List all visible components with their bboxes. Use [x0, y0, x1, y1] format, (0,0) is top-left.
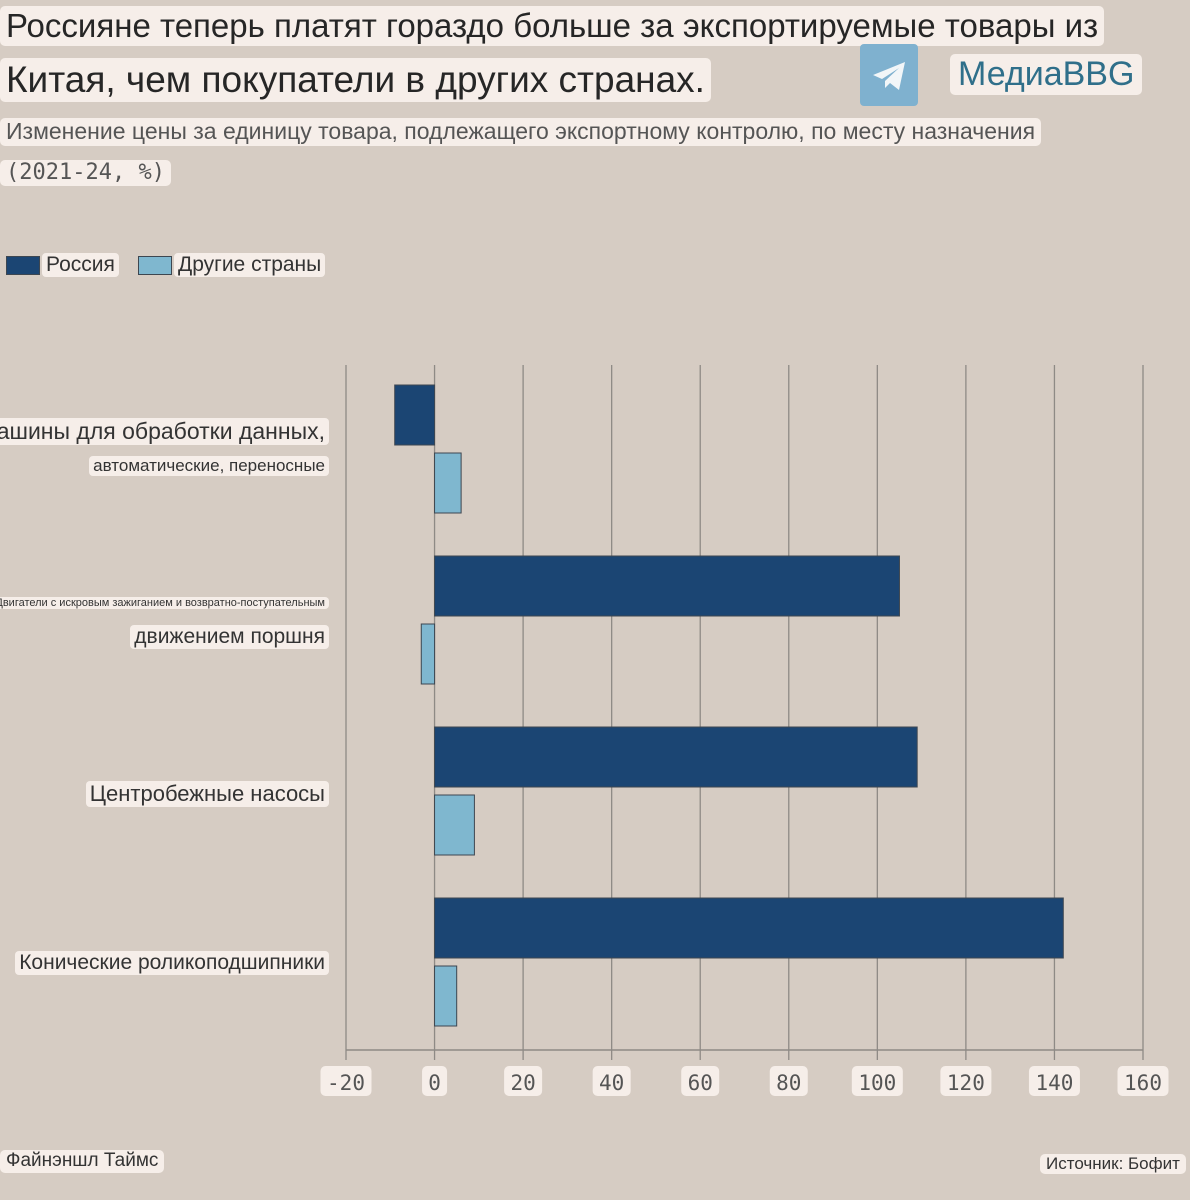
x-tick-label-bg — [1117, 1066, 1169, 1096]
bar-others-3 — [434, 965, 458, 1027]
bar-others-1 — [420, 623, 436, 685]
x-tick-label-bg — [320, 1066, 372, 1096]
bar-russia-3 — [434, 897, 1064, 959]
source-right: Источник: Бофит — [1040, 1154, 1186, 1175]
x-tick-label-bg — [1028, 1066, 1080, 1096]
telegram-icon — [860, 44, 918, 106]
x-tick-label: 20 — [510, 1071, 535, 1095]
chart-subtitle: Изменение цены за единицу товара, подлеж… — [0, 118, 1042, 146]
x-axis: -20 0 20 40 60 80 100 120 140 160 — [320, 1049, 1169, 1096]
chart-title-line-2: Китая, чем покупатели в других странах. — [0, 58, 711, 103]
x-tick-label: 80 — [776, 1071, 801, 1095]
bar-russia-2 — [434, 726, 918, 788]
x-tick-label: 160 — [1124, 1071, 1162, 1095]
legend-item-russia: Россия — [6, 250, 119, 280]
category-label-3-0: Конические роликоподшипники — [15, 951, 329, 975]
chart-bars — [394, 384, 1064, 1027]
legend-item-others: Другие страны — [138, 250, 326, 280]
x-tick-label-bg — [681, 1066, 720, 1096]
category-label-2-0: Центробежные насосы — [85, 781, 329, 807]
legend-swatch-russia — [6, 255, 40, 275]
bar-others-2 — [434, 794, 475, 856]
x-tick-label: 0 — [428, 1071, 441, 1095]
source-left: Файнэншл Таймс — [0, 1150, 165, 1173]
bar-russia-1 — [434, 555, 900, 617]
x-tick-label: 140 — [1035, 1071, 1073, 1095]
x-tick-label-bg — [769, 1066, 808, 1096]
category-label-1-0: Двигатели с искровым зажиганием и возвра… — [0, 597, 329, 609]
chart-title-line-1: Россияне теперь платят гораздо больше за… — [0, 6, 1105, 46]
x-tick-label: 120 — [947, 1071, 985, 1095]
x-tick-label: 100 — [858, 1071, 896, 1095]
x-tick-label-bg — [592, 1066, 631, 1096]
x-tick-label-bg — [940, 1066, 992, 1096]
category-label-1-1: движением поршня — [130, 625, 329, 649]
x-tick-label-bg — [851, 1066, 903, 1096]
category-label-0-1: автоматические, переносные — [89, 456, 329, 476]
brand-label: МедиаBBG — [950, 54, 1143, 95]
x-tick-label-bg — [504, 1066, 543, 1096]
legend-swatch-others — [138, 255, 172, 275]
x-tick-label-bg — [422, 1066, 448, 1096]
bar-russia-0 — [394, 384, 436, 446]
category-label-0-0: Машины для обработки данных, — [0, 418, 329, 445]
legend-label-others: Другие страны — [174, 253, 326, 277]
chart-period: (2021-24, %) — [0, 160, 171, 187]
x-tick-label: 40 — [599, 1071, 624, 1095]
bar-others-0 — [434, 452, 462, 514]
x-tick-label: -20 — [327, 1071, 365, 1095]
legend-label-russia: Россия — [42, 253, 119, 277]
x-tick-label: 60 — [688, 1071, 713, 1095]
